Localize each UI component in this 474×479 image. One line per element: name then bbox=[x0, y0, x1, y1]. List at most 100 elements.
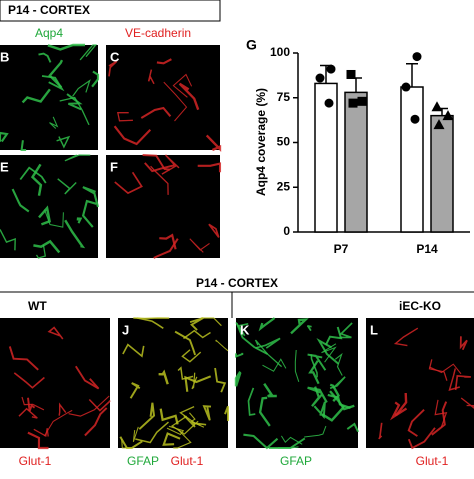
vessel bbox=[459, 336, 468, 351]
vessel bbox=[177, 366, 194, 381]
y-tick-label: 0 bbox=[283, 224, 290, 238]
micrographs bbox=[0, 43, 474, 450]
vessel bbox=[178, 82, 200, 111]
vessel bbox=[448, 368, 461, 391]
vessel bbox=[407, 427, 436, 450]
vessel bbox=[38, 52, 52, 63]
vessel bbox=[156, 58, 172, 65]
data-point bbox=[401, 82, 411, 92]
vessel bbox=[129, 382, 141, 399]
vessel bbox=[44, 209, 64, 228]
vessel bbox=[59, 96, 90, 126]
vessel bbox=[113, 125, 152, 146]
vessel bbox=[235, 321, 249, 337]
vessel bbox=[434, 399, 448, 428]
panel-letter: E bbox=[0, 159, 9, 174]
stain-caption: GFAP bbox=[280, 454, 312, 468]
vessel bbox=[64, 154, 91, 162]
vessel bbox=[200, 317, 222, 327]
vessel bbox=[407, 409, 425, 437]
vessel bbox=[255, 337, 281, 349]
vessel bbox=[84, 407, 108, 437]
stain-caption: Glut-1 bbox=[171, 454, 204, 468]
vessel bbox=[76, 217, 83, 224]
header-box bbox=[0, 0, 221, 22]
vessel bbox=[30, 163, 43, 196]
vessel bbox=[47, 43, 85, 51]
vessel bbox=[454, 375, 471, 391]
vessel bbox=[147, 69, 155, 85]
group-label: iEC-KO bbox=[399, 299, 441, 313]
vessel bbox=[172, 73, 193, 98]
vessel bbox=[214, 367, 227, 393]
data-point bbox=[442, 110, 454, 121]
vessel bbox=[114, 171, 143, 195]
vessel bbox=[79, 44, 98, 61]
vessel bbox=[162, 432, 181, 446]
vessel bbox=[306, 325, 312, 332]
vessel bbox=[21, 396, 45, 411]
vessel bbox=[43, 409, 73, 437]
data-point bbox=[431, 101, 443, 112]
x-tick-label: P14 bbox=[416, 242, 438, 256]
micrograph bbox=[0, 45, 98, 150]
vessel bbox=[189, 238, 210, 253]
vessel bbox=[184, 375, 212, 392]
vessel bbox=[132, 426, 139, 442]
vessel bbox=[35, 244, 47, 259]
vessel bbox=[321, 343, 337, 363]
micrograph bbox=[0, 318, 110, 448]
vessel bbox=[117, 112, 133, 122]
vessel bbox=[49, 116, 59, 129]
error-bar bbox=[406, 62, 418, 88]
y-axis-label: Aqp4 coverage (%) bbox=[254, 88, 268, 196]
vessel bbox=[183, 329, 211, 340]
vessel bbox=[181, 349, 202, 363]
data-point bbox=[433, 119, 445, 130]
vessel bbox=[243, 433, 279, 450]
vessel bbox=[460, 397, 474, 409]
vessel bbox=[0, 229, 16, 251]
stain-label: Aqp4 bbox=[35, 26, 63, 40]
vessel bbox=[19, 166, 47, 184]
vessel bbox=[140, 106, 172, 119]
micrograph bbox=[106, 155, 220, 258]
vessel bbox=[48, 59, 64, 89]
vessel bbox=[329, 376, 346, 390]
vessel bbox=[346, 422, 359, 433]
vessel bbox=[13, 372, 45, 389]
x-tick-label: P7 bbox=[334, 242, 349, 256]
panel-letter: L bbox=[370, 322, 378, 337]
vessel bbox=[135, 421, 169, 444]
vessel bbox=[334, 352, 343, 376]
vessel bbox=[163, 81, 188, 122]
data-point bbox=[357, 96, 367, 106]
vessel bbox=[247, 387, 256, 416]
vessel bbox=[57, 178, 77, 195]
vessel bbox=[277, 446, 299, 449]
vessel bbox=[308, 360, 320, 385]
vessel bbox=[429, 363, 462, 375]
vessel bbox=[27, 431, 49, 450]
y-tick-label: 100 bbox=[270, 45, 290, 59]
stain-caption: Glut-1 bbox=[416, 454, 449, 468]
vessel bbox=[33, 239, 61, 254]
vessel bbox=[142, 154, 170, 171]
vessel bbox=[325, 326, 343, 346]
vessel bbox=[197, 162, 222, 173]
vessel bbox=[47, 326, 64, 340]
vessel bbox=[280, 435, 303, 445]
vessel bbox=[307, 386, 328, 403]
y-tick-label: 25 bbox=[277, 179, 291, 193]
vessel bbox=[189, 317, 204, 331]
vessel bbox=[215, 339, 229, 352]
vessel bbox=[191, 372, 198, 390]
vessel bbox=[56, 135, 71, 149]
vessel bbox=[378, 422, 383, 440]
vessel bbox=[431, 401, 448, 436]
vessel bbox=[159, 408, 179, 425]
data-point bbox=[348, 98, 358, 108]
vessel bbox=[235, 352, 244, 358]
vessel bbox=[208, 223, 220, 238]
